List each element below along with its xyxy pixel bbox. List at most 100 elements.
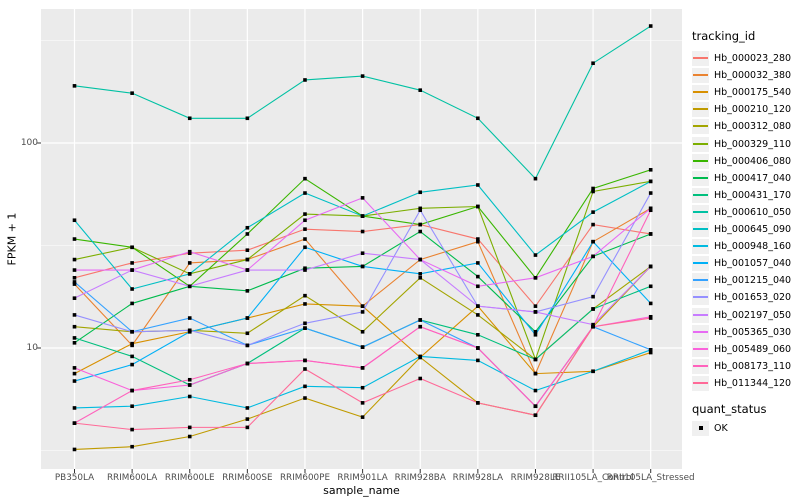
data-point bbox=[591, 294, 595, 299]
data-point bbox=[648, 206, 653, 211]
x-tick-label-RRIM901LA: RRIM901LA bbox=[337, 473, 388, 483]
legend-item-label: Hb_000210_120 bbox=[714, 103, 792, 115]
y-axis-title: FPKM + 1 bbox=[5, 212, 19, 266]
legend-item-label: Hb_000032_380 bbox=[714, 69, 792, 81]
y-tick-label: 10 bbox=[26, 343, 38, 353]
data-point bbox=[245, 331, 250, 336]
series-color-line-icon bbox=[693, 91, 708, 93]
data-point bbox=[591, 369, 595, 374]
legend-item-Hb_001057_040: Hb_001057_040 bbox=[692, 255, 791, 271]
data-point bbox=[72, 296, 77, 300]
line-key-icon bbox=[692, 84, 709, 100]
data-point bbox=[303, 293, 307, 298]
data-point bbox=[648, 316, 653, 320]
data-point bbox=[591, 322, 595, 327]
data-point bbox=[303, 367, 307, 371]
data-point bbox=[360, 329, 365, 334]
legend-item-label: Hb_000175_540 bbox=[714, 86, 792, 98]
legend-item-Hb_000406_080: Hb_000406_080 bbox=[692, 153, 791, 169]
data-point bbox=[72, 268, 77, 272]
line-key-icon bbox=[692, 170, 709, 186]
data-point bbox=[130, 427, 134, 432]
data-point bbox=[245, 232, 250, 236]
data-point bbox=[72, 336, 77, 340]
data-point bbox=[187, 328, 192, 333]
x-tick-label-RRIM928LE: RRIM928LE bbox=[510, 473, 561, 483]
series-color-line-icon bbox=[693, 228, 708, 230]
data-point bbox=[418, 354, 423, 359]
data-point bbox=[476, 204, 480, 209]
data-point bbox=[303, 176, 307, 181]
data-point bbox=[591, 222, 595, 227]
data-point bbox=[533, 357, 538, 362]
data-point bbox=[245, 268, 250, 272]
data-point bbox=[360, 74, 365, 78]
line-key-icon bbox=[692, 255, 709, 271]
line-key-icon bbox=[692, 289, 709, 305]
line-key-icon bbox=[692, 101, 709, 117]
data-point bbox=[418, 272, 423, 276]
data-point bbox=[360, 401, 365, 405]
data-point bbox=[245, 343, 250, 348]
legend-title-quant-status: quant_status bbox=[692, 402, 767, 416]
data-point bbox=[360, 264, 365, 269]
data-point bbox=[72, 218, 77, 223]
data-point bbox=[245, 289, 250, 293]
data-point bbox=[360, 304, 365, 308]
data-point bbox=[591, 254, 595, 259]
line-key-icon bbox=[692, 67, 709, 83]
legend-item-Hb_000032_380: Hb_000032_380 bbox=[692, 67, 791, 83]
series-color-line-icon bbox=[693, 194, 708, 196]
data-point bbox=[533, 304, 538, 308]
data-point bbox=[360, 366, 365, 370]
data-point bbox=[476, 313, 480, 317]
line-key-icon bbox=[692, 341, 709, 357]
data-point bbox=[533, 413, 538, 418]
data-point bbox=[130, 287, 134, 291]
legend-item-label: Hb_001653_020 bbox=[714, 291, 792, 303]
data-point bbox=[130, 354, 134, 359]
data-point bbox=[303, 266, 307, 271]
data-point bbox=[72, 237, 77, 241]
data-point bbox=[187, 377, 192, 382]
data-point bbox=[476, 237, 480, 241]
x-tick-label-PB350LA: PB350LA bbox=[54, 473, 95, 483]
legend-item-Hb_001653_020: Hb_001653_020 bbox=[692, 289, 791, 305]
legend-item-Hb_000329_110: Hb_000329_110 bbox=[692, 136, 791, 152]
data-point bbox=[72, 276, 77, 280]
x-tick-label-RRIM600SE: RRIM600SE bbox=[222, 473, 273, 483]
data-point bbox=[130, 388, 134, 393]
series-color-line-icon bbox=[693, 331, 708, 333]
data-point bbox=[476, 116, 480, 121]
data-point bbox=[360, 345, 365, 349]
data-point bbox=[533, 310, 538, 314]
data-point bbox=[591, 324, 595, 329]
data-point bbox=[303, 358, 307, 363]
data-point bbox=[418, 276, 423, 280]
data-point bbox=[418, 324, 423, 329]
data-point bbox=[533, 276, 538, 280]
x-tick-label-RRII105LA_Stressed: RRII105LA_Stressed bbox=[606, 473, 695, 483]
legend-item-label: Hb_000329_110 bbox=[714, 138, 792, 150]
data-point bbox=[72, 324, 77, 329]
data-point bbox=[360, 229, 365, 234]
legend-item-Hb_000645_090: Hb_000645_090 bbox=[692, 221, 791, 237]
data-point bbox=[591, 61, 595, 66]
data-point bbox=[360, 196, 365, 200]
data-point bbox=[303, 245, 307, 250]
data-point bbox=[187, 425, 192, 430]
data-point bbox=[476, 358, 480, 363]
series-color-line-icon bbox=[693, 365, 708, 367]
data-point bbox=[187, 394, 192, 399]
legend-item-label: Hb_008173_110 bbox=[714, 360, 792, 372]
data-point bbox=[418, 376, 423, 381]
legend-item-Hb_000948_160: Hb_000948_160 bbox=[692, 238, 791, 254]
line-key-icon bbox=[692, 50, 709, 66]
series-color-line-icon bbox=[693, 211, 708, 213]
data-point bbox=[187, 116, 192, 121]
data-point bbox=[130, 341, 134, 346]
legend-item-label: OK bbox=[714, 422, 728, 434]
line-key-icon bbox=[692, 221, 709, 237]
data-point bbox=[303, 268, 307, 272]
